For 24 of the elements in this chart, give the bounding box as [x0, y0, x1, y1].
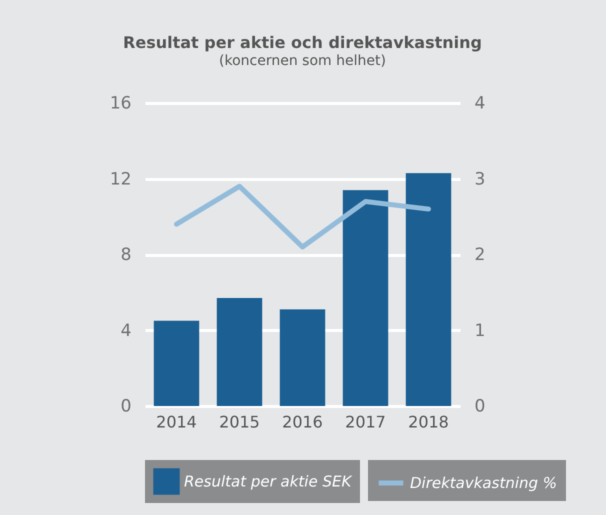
y2-tick-label: 4: [474, 94, 486, 114]
y2-tick-label: 1: [474, 320, 486, 341]
x-tick-label: 2018: [408, 412, 449, 432]
y2-tick-label: 0: [474, 396, 486, 416]
x-tick-label: 2016: [282, 412, 323, 432]
x-tick-label: 2015: [219, 412, 260, 432]
y-tick-label: 16: [110, 94, 132, 114]
legend-label: Resultat per aktie SEK: [184, 472, 352, 490]
chart-subtitle: (koncernen som helhet): [219, 53, 386, 69]
y2-tick-label: 2: [474, 245, 486, 265]
x-tick-label: 2017: [345, 412, 386, 432]
y-tick-label: 12: [110, 169, 132, 190]
y-tick-label: 4: [120, 320, 132, 341]
chart-title: Resultat per aktie och direktavkastning: [123, 33, 482, 52]
y-tick-label: 0: [120, 396, 132, 416]
bar: [216, 298, 262, 406]
y-tick-label: 8: [120, 245, 132, 265]
x-tick-label: 2014: [156, 412, 197, 432]
bar: [342, 190, 388, 406]
y2-tick-label: 3: [474, 169, 486, 190]
bar: [280, 309, 326, 406]
legend-label: Direktavkastning %: [410, 474, 558, 492]
bar: [154, 320, 200, 406]
bar: [406, 173, 452, 406]
